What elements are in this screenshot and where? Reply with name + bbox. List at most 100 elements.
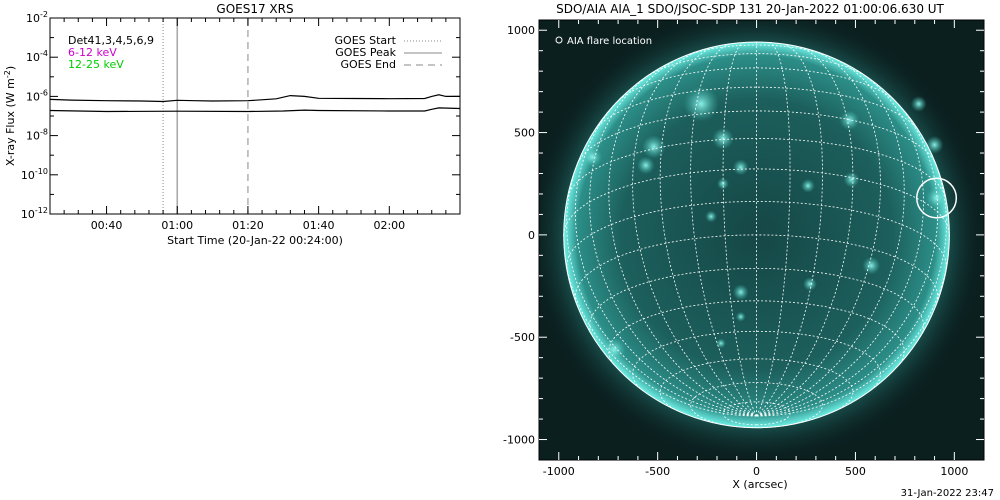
goes-ytick-exp: -12: [35, 206, 48, 215]
aia-image: AIA flare location: [539, 20, 984, 460]
legend-goes-peak: GOES Peak: [335, 46, 396, 59]
aia-xtick-label: 0: [753, 465, 760, 478]
aia-title: SDO/AIA AIA_1 SDO/JSOC-SDP 131 20-Jan-20…: [556, 2, 944, 16]
goes-series-1: [50, 94, 460, 103]
aia-latitude-line: [684, 44, 829, 57]
aia-active-region: [712, 127, 734, 150]
goes-ytick-base: 10: [26, 51, 40, 64]
aia-active-region: [839, 110, 860, 131]
aia-legend-circle: [555, 36, 563, 44]
goes-ytick-exp: -6: [40, 88, 48, 97]
goes-y-label-close: ): [4, 66, 17, 70]
aia-image-panel: SDO/AIA AIA_1 SDO/JSOC-SDP 131 20-Jan-20…: [503, 2, 985, 491]
goes-xtick-label: 02:00: [373, 219, 405, 232]
goes-ytick-exp: -8: [40, 128, 48, 137]
goes-ytick-label: 10-6: [26, 88, 48, 103]
aia-active-region: [732, 159, 749, 176]
aia-longitude-line: [690, 43, 757, 417]
legend-goes-start: GOES Start: [335, 34, 397, 47]
aia-x-axis: -1000 -500 0 500 1000: [543, 20, 968, 478]
aia-active-region: [636, 156, 655, 175]
aia-ytick-label: 0: [528, 229, 535, 242]
aia-y-axis: 1000 500 0 -500 -1000: [503, 24, 984, 447]
goes-ytick-label: 10-8: [26, 128, 48, 143]
aia-longitude-line: [566, 150, 757, 417]
aia-active-region: [843, 171, 860, 188]
aia-x-label: X (arcsec): [732, 478, 787, 491]
legend-goes-end: GOES End: [340, 58, 396, 71]
aia-ytick-label: 1000: [507, 24, 535, 37]
aia-active-region: [582, 147, 603, 168]
aia-longitude-line: [756, 43, 823, 417]
aia-latitude-line: [659, 358, 854, 413]
goes-series-2: [50, 107, 460, 113]
aia-longitude-line: [756, 45, 854, 417]
band-label-12-25kev: 12-25 keV: [68, 58, 124, 71]
goes-ytick-base: 10: [21, 169, 35, 182]
aia-active-region: [683, 86, 719, 122]
aia-longitude-line: [608, 56, 757, 417]
goes-xtick-label: 01:40: [303, 219, 335, 232]
aia-active-region: [735, 311, 746, 322]
aia-latitude-line: [632, 330, 881, 392]
footer-timestamp: 31-Jan-2022 23:47: [901, 488, 994, 499]
goes-ytick-base: 10: [26, 130, 40, 143]
aia-image-frame: [538, 19, 985, 461]
goes-y-label-main: X-ray Flux (W m: [4, 78, 17, 166]
aia-legend: AIA flare location: [555, 36, 652, 47]
aia-active-region: [925, 187, 948, 209]
aia-xtick-label: -500: [645, 465, 670, 478]
aia-active-region: [732, 284, 749, 301]
goes-legend: GOES Start GOES Peak GOES End: [335, 34, 442, 71]
aia-longitude-line: [756, 150, 947, 417]
goes-ytick-label: 10-10: [21, 167, 48, 182]
aia-ytick-label: 500: [514, 127, 535, 140]
aia-longitude-line: [589, 72, 757, 417]
goes-x-axis: 00:40 01:00 01:20 01:40 02:00: [63, 18, 461, 232]
aia-active-region: [602, 337, 627, 362]
aia-xtick-label: 500: [845, 465, 866, 478]
aia-flare-location-circle: [916, 177, 958, 219]
aia-ytick-label: -500: [510, 331, 535, 344]
goes-marker-lines: [162, 18, 249, 214]
goes-curves: [50, 94, 460, 113]
aia-latitude-line: [589, 268, 925, 338]
aia-active-region: [717, 177, 729, 190]
goes-ytick-label: 10-4: [26, 49, 48, 64]
band-label-6-12kev: 6-12 keV: [68, 46, 117, 59]
aia-xtick-label: -1000: [543, 465, 575, 478]
goes-xtick-label: 01:00: [161, 219, 193, 232]
aia-longitude-line: [756, 56, 905, 417]
aia-limb-circle: [563, 41, 950, 429]
band-label-detectors: Det41,3,4,5,6,9: [68, 34, 154, 47]
goes-title: GOES17 XRS: [216, 2, 293, 16]
aia-active-region: [910, 95, 927, 112]
aia-longitude-line: [659, 45, 757, 417]
goes-energy-bands: Det41,3,4,5,6,9 6-12 keV 12-25 keV: [68, 34, 154, 71]
aia-longitude-line: [632, 50, 757, 417]
goes-ytick-base: 10: [21, 208, 35, 221]
goes-ytick-label: 10-12: [21, 206, 48, 221]
goes-x-label: Start Time (20-Jan-22 00:24:00): [167, 234, 343, 247]
goes-y-label-sup: -2: [3, 70, 12, 78]
aia-active-region: [803, 277, 817, 291]
aia-active-region: [801, 178, 815, 193]
aia-lat-lon-grid: [563, 42, 950, 429]
aia-active-region: [925, 135, 944, 154]
goes-ytick-exp: -2: [40, 10, 48, 19]
goes-ytick-base: 10: [26, 12, 40, 25]
aia-active-region: [862, 256, 881, 275]
aia-bright-regions: [582, 86, 948, 362]
goes-ytick-base: 10: [26, 90, 40, 103]
aia-active-region: [705, 210, 717, 223]
goes-xtick-label: 01:20: [232, 219, 264, 232]
goes-ytick-label: 10-2: [26, 10, 48, 25]
aia-longitude-line: [563, 234, 757, 417]
aia-legend-label: AIA flare location: [567, 36, 652, 47]
aia-ytick-label: -1000: [503, 434, 535, 447]
aia-longitude-line: [756, 234, 950, 417]
aia-latitude-line: [566, 200, 947, 270]
aia-active-region: [716, 338, 726, 349]
